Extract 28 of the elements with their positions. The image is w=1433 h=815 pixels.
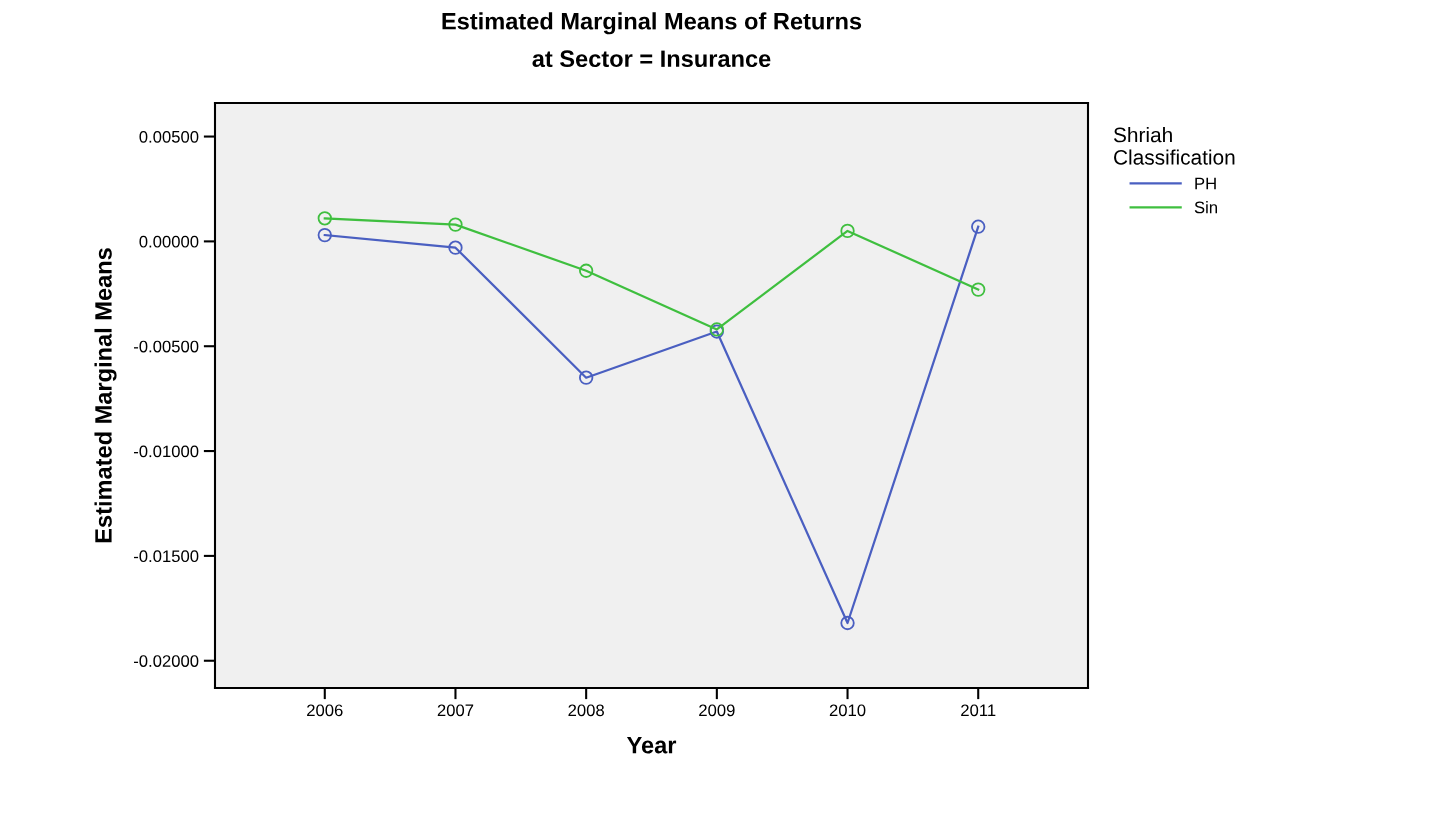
point [448,240,463,255]
chart-title: Estimated Marginal Means of Returns at Sector = Insurance [442,12,862,68]
point [579,370,594,385]
y-tick-label: 0.00500 [139,130,199,143]
point [840,223,855,239]
y-tick-label: -0.00500 [133,340,199,353]
legend-label: PH [1195,177,1216,190]
y-axis-title: Estimated Marginal Means [94,248,117,543]
y-tick-label: 0.00000 [139,235,199,248]
point [448,217,463,232]
x-tick-label: 2009 [699,704,735,717]
x-tick-label: 2006 [307,704,343,717]
legend-title: Shriah Classification [1113,127,1235,165]
x-tick-label: 2007 [437,704,474,717]
x-axis-title: Year [626,737,677,754]
x-tick-label: 2008 [568,704,604,717]
x-tick-label: 2011 [961,704,996,717]
point [971,282,986,297]
point [317,211,332,226]
point [579,263,594,278]
point [971,219,986,234]
x-tick-label: 2010 [829,704,866,717]
point [317,227,332,243]
y-tick-label: -0.02000 [133,655,199,667]
y-tick-label: -0.01500 [133,550,199,563]
legend-label: Sin [1194,201,1217,214]
y-tick-label: -0.01000 [133,445,199,458]
point [840,615,855,631]
